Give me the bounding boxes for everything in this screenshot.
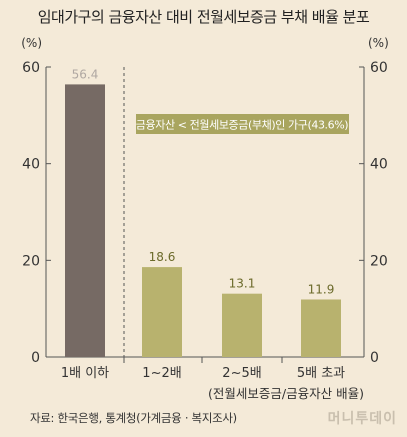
y-unit-left: (%)	[21, 36, 42, 50]
x-tick-label: 5배 초과	[297, 366, 345, 381]
data-label: 11.9	[308, 282, 335, 296]
y-tick-label-left: 40	[22, 157, 40, 173]
y-tick-label-left: 60	[22, 60, 40, 76]
y-tick-label-right: 40	[370, 157, 388, 173]
bar	[301, 299, 341, 357]
chart-title: 임대가구의 금융자산 대비 전월세보증금 부채 배율 분포	[37, 8, 370, 26]
x-tick-label: 1~2배	[142, 366, 181, 381]
y-tick-label-right: 0	[370, 350, 379, 366]
data-label: 13.1	[229, 277, 256, 291]
y-unit-right: (%)	[368, 36, 389, 50]
bar	[142, 267, 182, 357]
x-tick-label: 2~5배	[222, 366, 261, 381]
data-label: 56.4	[72, 67, 99, 81]
annotation-box	[136, 114, 349, 134]
watermark-logo: 머니투데이	[327, 411, 397, 427]
x-tick-label: 1배 이하	[61, 366, 109, 381]
y-tick-label-right: 60	[370, 60, 388, 76]
data-label: 18.6	[149, 250, 176, 264]
bar	[65, 84, 105, 358]
bar	[222, 293, 262, 357]
source-note: 자료: 한국은행, 통계청(가계금융 · 복지조사)	[30, 411, 237, 425]
y-tick-label-left: 0	[31, 350, 40, 366]
x-axis-label: (전월세보증금/금융자산 배율)	[208, 386, 364, 401]
annotation-text: 금융자산 < 전월세보증금(부채)인 가구(43.6%)	[136, 119, 349, 132]
y-tick-label-left: 20	[22, 253, 40, 269]
y-tick-label-right: 20	[370, 253, 388, 269]
